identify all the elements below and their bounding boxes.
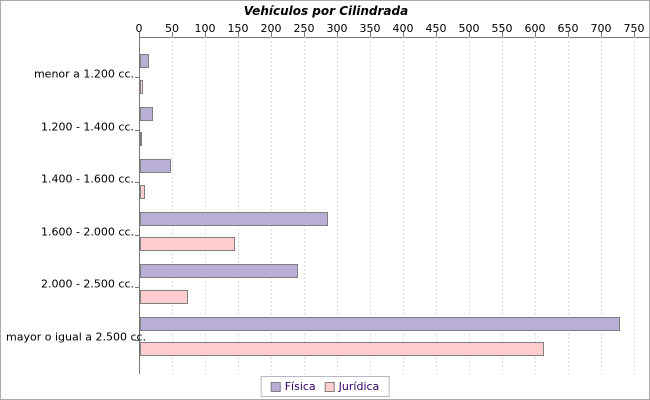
category-axis-tick-mark bbox=[135, 77, 139, 78]
value-axis-tick-mark bbox=[238, 32, 239, 37]
legend-entry-juridica: Jurídica bbox=[324, 380, 380, 393]
gridline bbox=[304, 37, 305, 374]
gridline bbox=[634, 37, 635, 374]
value-axis-tick-label: 400 bbox=[392, 22, 414, 35]
chart-title: Vehículos por Cilindrada bbox=[243, 4, 409, 18]
category-label: mayor o igual a 2.500 cc. bbox=[6, 330, 147, 343]
value-axis-tick-mark bbox=[139, 32, 140, 37]
value-axis-tick-label: 650 bbox=[557, 22, 579, 35]
bar-fisica bbox=[140, 106, 153, 121]
bar-juridica bbox=[140, 132, 142, 146]
legend-label-fisica: Física bbox=[284, 380, 316, 393]
value-axis-tick-label: 450 bbox=[425, 22, 447, 35]
category-label: 2.000 - 2.500 cc. bbox=[40, 277, 134, 291]
legend: Física Jurídica bbox=[260, 376, 390, 397]
value-axis-tick-label: 250 bbox=[293, 22, 315, 35]
gridline bbox=[238, 37, 239, 374]
gridline bbox=[370, 37, 371, 374]
gridline bbox=[403, 37, 404, 374]
gridline bbox=[469, 37, 470, 374]
value-axis-tick-label: 550 bbox=[491, 22, 513, 35]
value-axis-tick-mark bbox=[469, 32, 470, 37]
gridline bbox=[568, 37, 569, 374]
value-axis-tick-label: 100 bbox=[194, 22, 216, 35]
category-axis-tick-mark bbox=[135, 339, 139, 341]
bar-fisica bbox=[140, 54, 149, 68]
value-axis-tick-mark bbox=[172, 32, 173, 37]
bar-juridica bbox=[140, 289, 188, 304]
category-label: 1.400 - 1.600 cc. bbox=[40, 172, 134, 186]
bar-juridica bbox=[140, 184, 145, 199]
value-axis-tick-label: 700 bbox=[590, 22, 612, 35]
value-axis-tick-label: 200 bbox=[260, 22, 282, 35]
value-axis-tick-mark bbox=[634, 32, 635, 37]
gridline bbox=[205, 37, 206, 374]
bar-fisica bbox=[140, 159, 171, 173]
value-axis-tick-label: 150 bbox=[227, 22, 249, 35]
category-axis-tick-mark bbox=[135, 234, 139, 236]
value-axis-tick-mark bbox=[271, 32, 272, 37]
value-axis-line bbox=[139, 37, 649, 38]
value-axis-tick-label: 300 bbox=[326, 22, 348, 35]
category-axis-tick-mark bbox=[135, 129, 139, 131]
value-axis-tick-mark bbox=[535, 32, 536, 37]
bar-juridica bbox=[140, 79, 143, 94]
value-axis-tick-mark bbox=[403, 32, 404, 37]
value-axis-tick-mark bbox=[370, 32, 371, 37]
value-axis-tick-mark bbox=[601, 32, 602, 37]
value-axis-tick-mark bbox=[337, 32, 338, 37]
value-axis-tick-label: 350 bbox=[359, 22, 381, 35]
value-axis-tick-label: 50 bbox=[165, 22, 179, 35]
gridline bbox=[337, 37, 338, 374]
value-axis-tick-mark bbox=[205, 32, 206, 37]
juridica-swatch-icon bbox=[324, 381, 335, 392]
legend-entry-fisica: Física bbox=[270, 380, 316, 393]
value-axis-tick-mark bbox=[502, 32, 503, 37]
category-label: 1.600 - 2.000 cc. bbox=[40, 225, 134, 238]
gridline bbox=[271, 37, 272, 374]
gridline bbox=[601, 37, 602, 374]
category-axis-tick-mark bbox=[135, 287, 139, 288]
value-axis-tick-label: 600 bbox=[524, 22, 546, 35]
category-axis-tick-mark bbox=[135, 182, 139, 183]
value-axis-tick-label: 750 bbox=[623, 22, 645, 35]
category-label: 1.200 - 1.400 cc. bbox=[40, 120, 134, 133]
value-axis-tick-label: 500 bbox=[458, 22, 480, 35]
gridline bbox=[436, 37, 437, 374]
gridline bbox=[502, 37, 503, 374]
fisica-swatch-icon bbox=[270, 381, 281, 392]
bar-fisica bbox=[140, 316, 620, 331]
value-axis-tick-mark bbox=[436, 32, 437, 37]
value-axis-tick-mark bbox=[568, 32, 569, 37]
gridline bbox=[172, 37, 173, 374]
value-axis-tick-label: 0 bbox=[135, 22, 143, 35]
bar-fisica bbox=[140, 211, 328, 226]
gridline bbox=[535, 37, 536, 374]
bar-juridica bbox=[140, 342, 544, 356]
category-axis-line bbox=[139, 37, 140, 374]
category-label: menor a 1.200 cc. bbox=[33, 67, 134, 81]
legend-label-juridica: Jurídica bbox=[338, 380, 380, 393]
bar-juridica bbox=[140, 237, 235, 251]
value-axis-tick-mark bbox=[304, 32, 305, 37]
bar-fisica bbox=[140, 264, 298, 278]
